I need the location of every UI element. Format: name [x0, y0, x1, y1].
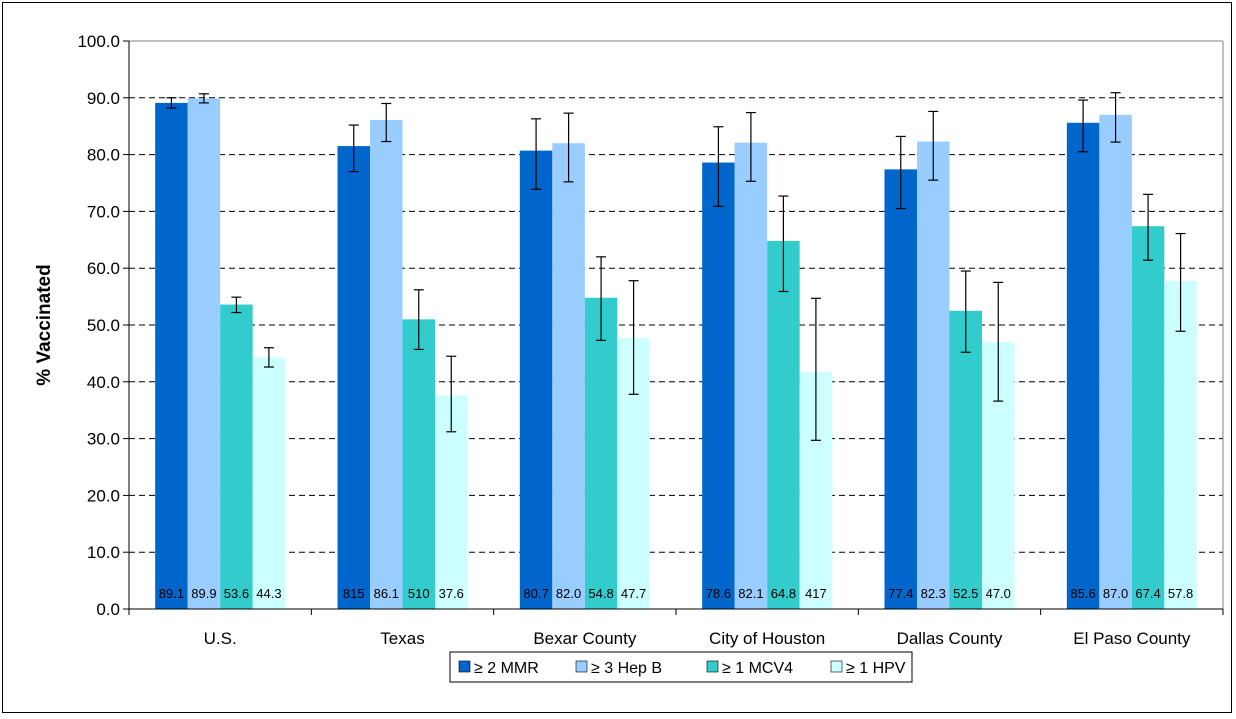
x-tick-label: Dallas County: [897, 629, 1003, 648]
data-label: 82.0: [556, 586, 581, 601]
legend-label: ≥ 1 MCV4: [722, 660, 793, 677]
bar-chart: 0.0 10.0 20.0 30.0 40.0 50.0 60.0 70.0 80.0 90.0 1…: [34, 32, 1224, 683]
data-label: 47.7: [621, 586, 646, 601]
y-tick-label: 50.0: [87, 316, 120, 335]
bar: [884, 169, 917, 610]
y-tick-label: 20.0: [87, 486, 120, 505]
y-tick-label: 10.0: [87, 543, 120, 562]
bar: [1066, 122, 1100, 610]
x-tick-label: El Paso County: [1073, 629, 1191, 648]
bar: [155, 102, 188, 610]
bar: [519, 150, 553, 609]
bar: [252, 357, 286, 609]
data-label: 510: [408, 586, 430, 601]
data-label: 82.1: [738, 586, 763, 601]
data-label: 57.8: [1168, 586, 1193, 601]
bar: [584, 297, 618, 609]
legend-label: ≥ 1 HPV: [846, 660, 906, 677]
bar: [220, 304, 253, 609]
data-label: 77.4: [888, 586, 913, 601]
bar: [1099, 114, 1132, 609]
y-tick-label: 100.0: [77, 32, 120, 51]
y-tick-label: 70.0: [87, 202, 120, 221]
x-tick-label: City of Houston: [709, 629, 825, 648]
bar: [552, 143, 585, 610]
bar: [1164, 280, 1197, 609]
legend-swatch: [830, 660, 843, 673]
data-label: 54.8: [588, 586, 613, 601]
legend-label: ≥ 3 Hep B: [591, 660, 662, 677]
bar: [917, 141, 950, 609]
bar: [702, 162, 735, 609]
legend-swatch: [575, 660, 588, 673]
data-label: 417: [805, 586, 827, 601]
data-label: 82.3: [921, 586, 946, 601]
y-tick-label: 80.0: [87, 146, 120, 165]
data-label: 85.6: [1070, 586, 1095, 601]
bar: [949, 310, 982, 609]
y-tick-label: 0.0: [96, 600, 120, 619]
bar: [1131, 226, 1165, 609]
data-label: 44.3: [256, 586, 281, 601]
data-label: 80.7: [523, 586, 548, 601]
bar: [402, 319, 435, 609]
x-tick-label: U.S.: [204, 629, 237, 648]
bar: [734, 142, 768, 609]
data-label: 87.0: [1103, 586, 1128, 601]
bar: [767, 240, 800, 609]
data-label: 86.1: [374, 586, 399, 601]
legend-swatch: [458, 660, 471, 673]
bar: [187, 98, 221, 610]
data-label: 67.4: [1135, 586, 1160, 601]
data-label: 47.0: [986, 586, 1011, 601]
data-label: 89.9: [191, 586, 216, 601]
data-label: 53.6: [224, 586, 249, 601]
data-label: 89.1: [159, 586, 184, 601]
bar: [337, 146, 370, 609]
data-label: 78.6: [706, 586, 731, 601]
legend-label: ≥ 2 MMR: [474, 660, 539, 677]
y-tick-label: 30.0: [87, 430, 120, 449]
x-tick-label: Bexar County: [533, 629, 636, 648]
data-label: 37.6: [439, 586, 464, 601]
y-axis-label: % Vaccinated: [34, 264, 55, 385]
y-tick-label: 60.0: [87, 259, 120, 278]
y-tick-label: 90.0: [87, 89, 120, 108]
data-label: 52.5: [953, 586, 978, 601]
x-tick-label: Texas: [380, 629, 424, 648]
bar: [370, 119, 403, 610]
data-label: 64.8: [771, 586, 796, 601]
data-label: 815: [343, 586, 365, 601]
legend-swatch: [706, 660, 719, 673]
y-tick-label: 40.0: [87, 373, 120, 392]
